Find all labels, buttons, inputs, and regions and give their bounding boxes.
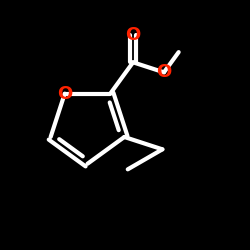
Text: O: O — [126, 26, 141, 44]
Text: O: O — [57, 85, 72, 103]
Text: O: O — [156, 63, 172, 81]
